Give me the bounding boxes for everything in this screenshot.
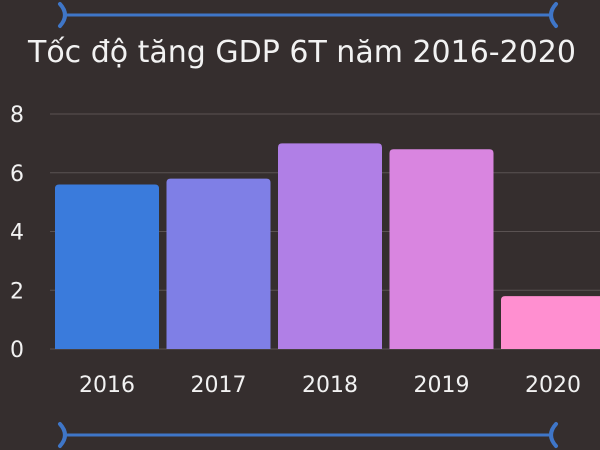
y-tick-label: 2 (10, 279, 24, 304)
y-tick-label: 0 (10, 338, 24, 363)
bar-2020 (501, 296, 600, 349)
y-tick-label: 6 (10, 162, 24, 187)
x-category-label: 2019 (414, 373, 470, 398)
bars (55, 143, 600, 349)
x-category-label: 2016 (79, 373, 135, 398)
bar-2018 (278, 143, 382, 349)
y-tick-label: 4 (10, 221, 24, 246)
chart-title: Tốc độ tăng GDP 6T năm 2016-2020 (27, 35, 576, 70)
y-tick-label: 8 (10, 103, 24, 128)
bottom-decorative-rule (58, 422, 558, 448)
x-category-label: 2018 (302, 373, 358, 398)
top-decorative-rule (58, 2, 558, 28)
bar-2019 (389, 149, 494, 349)
x-category-label: 2020 (525, 373, 581, 398)
x-category-label: 2017 (191, 373, 247, 398)
bar-2016 (55, 184, 159, 349)
x-axis-categories: 2016 2017 2018 2019 2020 (79, 373, 581, 398)
y-axis-ticks: 0 2 4 6 8 (10, 103, 24, 363)
bar-2017 (166, 178, 271, 349)
